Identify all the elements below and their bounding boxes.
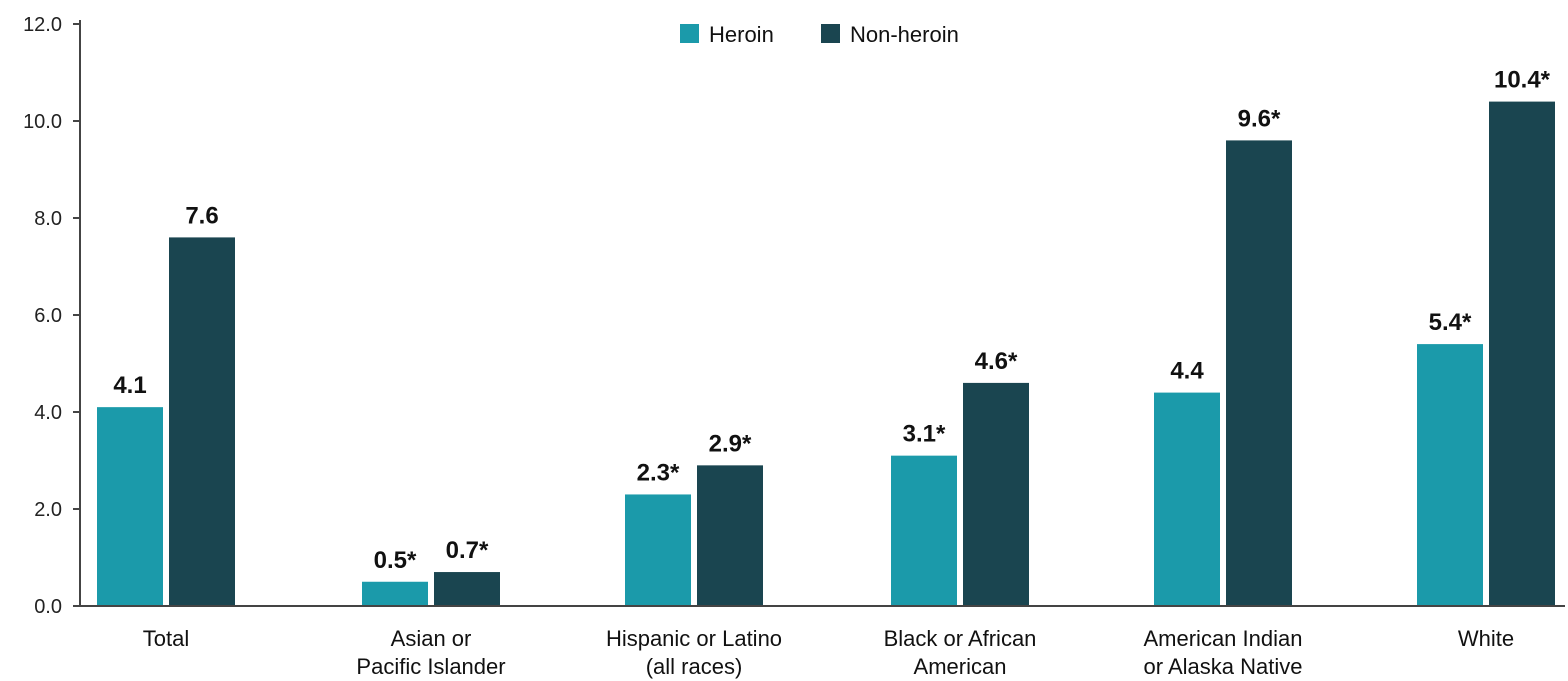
data-label: 9.6* bbox=[1238, 105, 1281, 132]
data-label: 4.4 bbox=[1170, 358, 1204, 385]
bar-non-heroin bbox=[697, 465, 763, 606]
data-label: 7.6 bbox=[185, 202, 218, 229]
bar-non-heroin bbox=[169, 237, 235, 606]
category-label-line: (all races) bbox=[646, 654, 743, 679]
data-label: 10.4* bbox=[1494, 67, 1551, 94]
y-tick-label: 4.0 bbox=[34, 402, 62, 424]
category-label: American Indian or Alaska Native bbox=[1144, 626, 1303, 679]
category-label-line: White bbox=[1458, 626, 1514, 651]
category-label-line: or Alaska Native bbox=[1144, 654, 1303, 679]
bar-non-heroin bbox=[434, 572, 500, 606]
category-label-line: American bbox=[914, 654, 1007, 679]
data-label: 2.9* bbox=[709, 430, 752, 457]
bar-heroin bbox=[1417, 344, 1483, 606]
y-tick-label: 0.0 bbox=[34, 596, 62, 618]
legend-label: Non-heroin bbox=[850, 22, 959, 47]
category-label: Asian or Pacific Islander bbox=[356, 626, 505, 679]
category-label-line: American Indian bbox=[1144, 626, 1303, 651]
category-label-line: Pacific Islander bbox=[356, 654, 505, 679]
bar-heroin bbox=[97, 407, 163, 606]
category-label-line: Total bbox=[143, 626, 189, 651]
category-label: Black or African American bbox=[884, 626, 1037, 679]
bar-heroin bbox=[891, 455, 957, 606]
y-tick-label: 8.0 bbox=[34, 208, 62, 230]
legend-label: Heroin bbox=[709, 22, 774, 47]
category-label-line: Hispanic or Latino bbox=[606, 626, 782, 651]
data-label: 5.4* bbox=[1429, 309, 1472, 336]
y-axis: 0.0 2.0 4.0 6.0 8.0 10.0 12.0 bbox=[23, 14, 81, 618]
bar-heroin bbox=[1154, 392, 1220, 606]
legend-swatch bbox=[821, 24, 840, 43]
category-label-line: Black or African bbox=[884, 626, 1037, 651]
data-label: 2.3* bbox=[637, 459, 680, 486]
category-label: White bbox=[1458, 626, 1514, 651]
y-tick-label: 12.0 bbox=[23, 14, 62, 36]
category-label: Hispanic or Latino (all races) bbox=[606, 626, 782, 679]
legend: Heroin Non-heroin bbox=[680, 22, 959, 47]
bars bbox=[97, 101, 1555, 606]
y-tick-label: 10.0 bbox=[23, 111, 62, 133]
bar-heroin bbox=[625, 494, 691, 606]
legend-swatch bbox=[680, 24, 699, 43]
bar-non-heroin bbox=[1489, 101, 1555, 606]
bar-non-heroin bbox=[1226, 140, 1292, 606]
data-label: 4.1 bbox=[113, 372, 146, 399]
category-label-line: Asian or bbox=[391, 626, 472, 651]
y-tick-label: 2.0 bbox=[34, 499, 62, 521]
data-label: 0.7* bbox=[446, 537, 489, 564]
bar-non-heroin bbox=[963, 382, 1029, 606]
x-axis: Total Asian or Pacific Islander Hispanic or… bbox=[80, 605, 1565, 679]
bar-heroin bbox=[362, 581, 428, 606]
data-label: 4.6* bbox=[975, 348, 1018, 375]
y-tick-label: 6.0 bbox=[34, 305, 62, 327]
category-label: Total bbox=[143, 626, 189, 651]
data-labels: 4.1 0.5* 2.3* 3.1* 4.4 5.4* 7.6 0.7* 2.9* 4.6* 9.6… bbox=[113, 67, 1550, 574]
data-label: 3.1* bbox=[903, 421, 946, 448]
data-label: 0.5* bbox=[374, 547, 417, 574]
